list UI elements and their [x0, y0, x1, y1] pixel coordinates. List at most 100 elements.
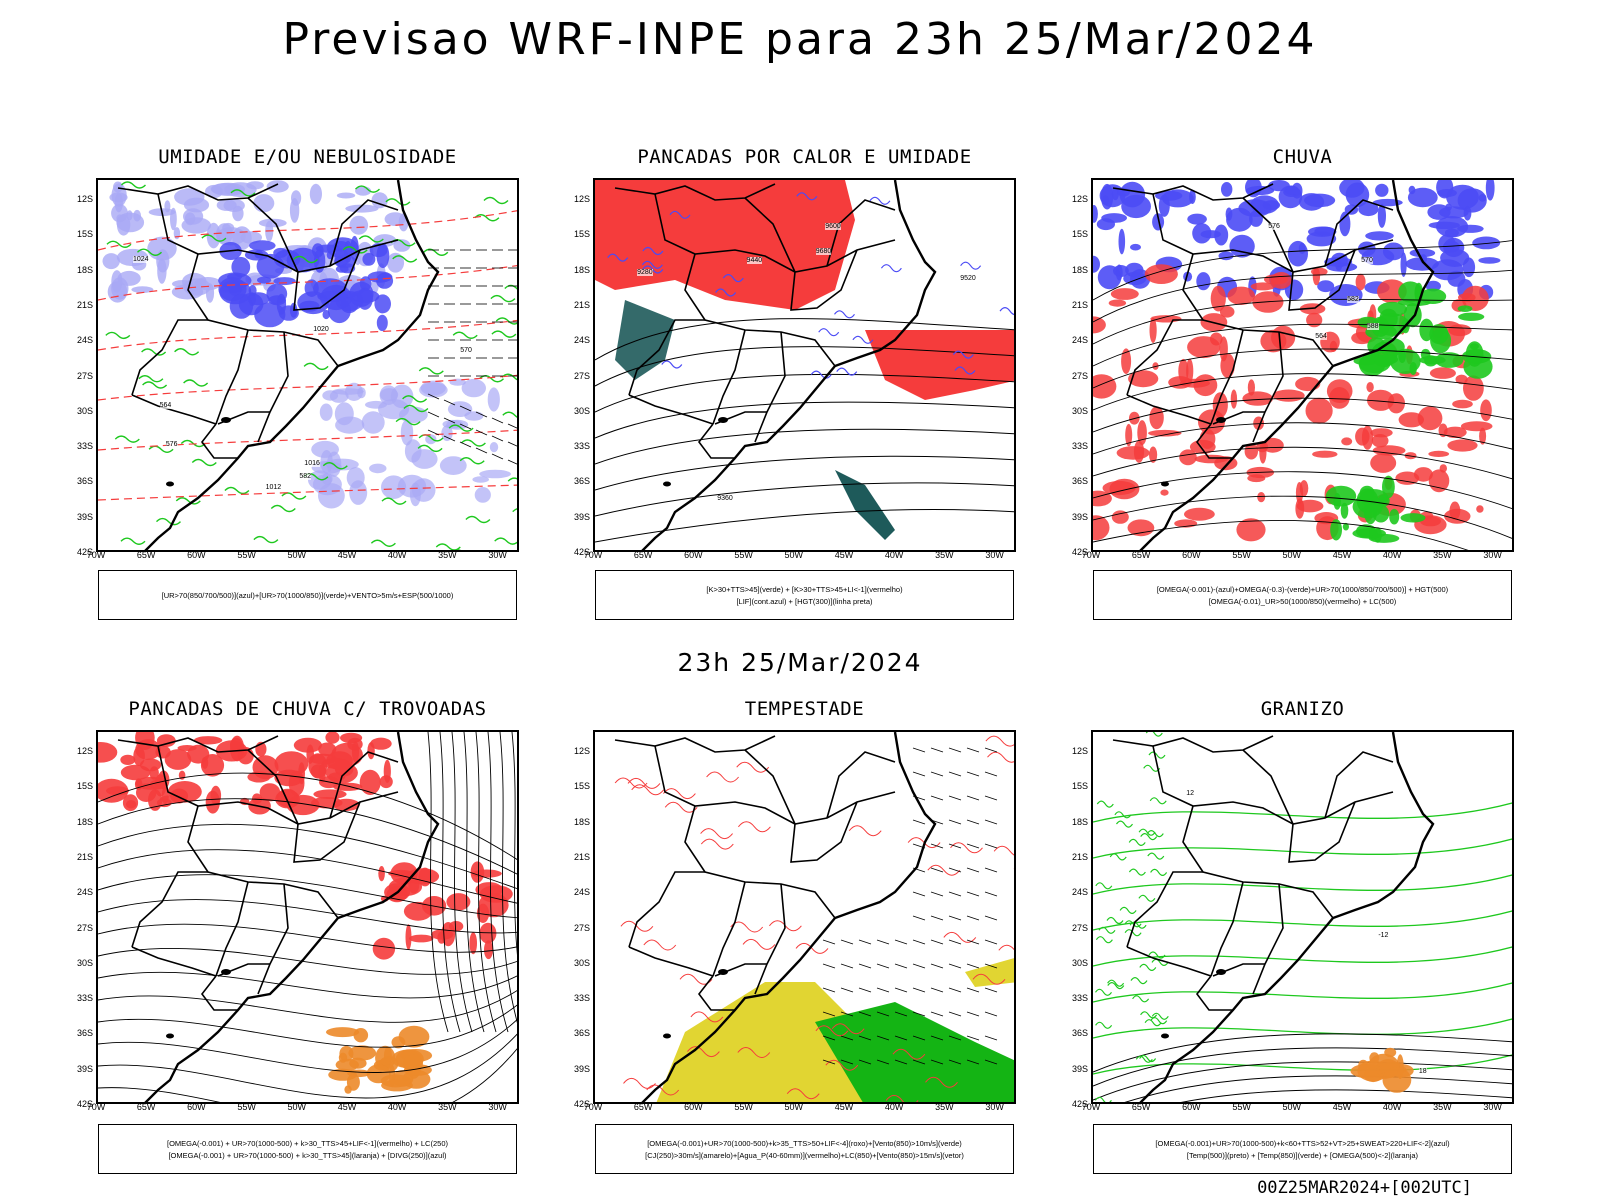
legend-line: [K>30+TTS>45](verde) + [K>30+TTS>45+LI<-… [706, 584, 903, 594]
legend-line: [Temp(500)](preto) + [Temp(850)](verde) … [1186, 1150, 1419, 1160]
contour-label: 576 [1268, 223, 1280, 231]
latitude-label: 12S [76, 194, 93, 204]
latitude-label: 36S [1071, 1028, 1088, 1039]
map-panel: PANCADAS DE CHUVA C/ TROVOADAS [96, 698, 519, 728]
latitude-label: 27S [573, 370, 590, 381]
latitude-label: 24S [1071, 335, 1088, 346]
contour-label: 570 [1361, 257, 1373, 265]
latitude-label: 24S [573, 335, 590, 346]
map-legend: [K>30+TTS>45](verde) + [K>30+TTS>45+LI<-… [595, 570, 1014, 620]
latitude-label: 15S [1071, 229, 1088, 240]
latitude-label: 15S [573, 229, 590, 240]
latitude-label: 15S [76, 781, 93, 792]
latitude-label: 18S [76, 816, 93, 827]
latitude-label: 21S [76, 299, 93, 310]
longitude-label: 50W [287, 550, 307, 560]
contour-label: 1024 [132, 255, 149, 263]
longitude-label: 30W [488, 1102, 507, 1112]
latitude-label: 42S [573, 547, 590, 557]
longitude-label: 65W [1131, 1102, 1151, 1112]
longitude-label: 45W [834, 1102, 854, 1112]
latitude-label: 42S [76, 1099, 93, 1109]
weather-map [96, 178, 519, 552]
latitude-label: 39S [1071, 1063, 1088, 1074]
longitude-label: 40W [387, 550, 407, 560]
legend-line: [LIF](cont.azul) + [HGT(300)](linha pret… [736, 596, 873, 606]
latitude-label: 15S [76, 229, 93, 240]
longitude-label: 35W [935, 1102, 954, 1112]
longitude-label: 30W [1483, 550, 1502, 560]
latitude-label: 30S [573, 957, 590, 968]
map-panel: TEMPESTADE [593, 698, 1016, 728]
latitude-label: 36S [1071, 476, 1088, 487]
legend-line: [UR>70(850/700/500)](azul)+[UR>70(1000/8… [161, 590, 454, 600]
latitude-label: 39S [76, 1063, 93, 1074]
longitude-label: 35W [438, 1102, 457, 1112]
longitude-label: 35W [1433, 550, 1452, 560]
longitude-label: 50W [287, 1102, 307, 1112]
latitude-label: 36S [573, 1028, 590, 1039]
longitude-label: 45W [337, 550, 357, 560]
latitude-label: 27S [1071, 370, 1088, 381]
contour-label: 9440 [746, 256, 763, 264]
longitude-label: 60W [684, 550, 703, 560]
map-panel: CHUVA [1091, 146, 1514, 176]
contour-label: 582 [1347, 296, 1359, 304]
contour-label: 18 [1418, 1067, 1427, 1075]
weather-map [1091, 178, 1514, 552]
latitude-label: 33S [76, 993, 93, 1004]
longitude-label: 40W [1382, 1102, 1402, 1112]
longitude-label: 65W [1131, 550, 1151, 560]
latitude-label: 21S [1071, 299, 1088, 310]
latitude-label: 39S [1071, 511, 1088, 522]
latitude-label: 42S [76, 547, 93, 557]
longitude-label: 45W [337, 1102, 357, 1112]
latitude-label: 27S [1071, 922, 1088, 933]
longitude-label: 40W [884, 550, 904, 560]
contour-label: 564 [159, 402, 172, 410]
map-legend: [OMEGA(-0.001) + UR>70(1000-500) + k>30_… [98, 1124, 517, 1174]
weather-map [1091, 730, 1514, 1104]
valid-time-subtitle: 23h 25/Mar/2024 [677, 648, 923, 677]
longitude-label: 30W [1483, 1102, 1502, 1112]
latitude-label: 39S [573, 1063, 590, 1074]
contour-label: 12 [1186, 789, 1195, 797]
longitude-label: 55W [734, 550, 753, 560]
latitude-label: 18S [76, 264, 93, 275]
contour-label: 576 [165, 440, 178, 448]
contour-label: 9680 [815, 248, 832, 256]
map-panel: GRANIZO [1091, 698, 1514, 728]
longitude-label: 45W [834, 550, 854, 560]
longitude-label: 60W [1182, 550, 1201, 560]
contour-label: 588 [1366, 323, 1379, 331]
latitude-label: 30S [1071, 405, 1088, 416]
contour-label: 1016 [304, 460, 320, 468]
latitude-label: 30S [76, 405, 93, 416]
map-legend: [OMEGA(-0.001)-(azul)+OMEGA(-0.3)-(verde… [1093, 570, 1512, 620]
longitude-label: 70W [583, 550, 603, 560]
weather-map [593, 730, 1016, 1104]
latitude-label: 30S [573, 405, 590, 416]
longitude-label: 65W [136, 550, 156, 560]
longitude-label: 35W [935, 550, 954, 560]
longitude-label: 40W [1382, 550, 1402, 560]
latitude-label: 42S [573, 1099, 590, 1109]
latitude-label: 21S [573, 299, 590, 310]
latitude-label: 24S [573, 887, 590, 898]
panel-title: PANCADAS POR CALOR E UMIDADE [637, 146, 972, 168]
contour-label: 564 [1315, 332, 1327, 340]
contour-label: 9520 [960, 274, 976, 282]
map-panel: UMIDADE E/OU NEBULOSIDADE [96, 146, 519, 176]
latitude-label: 12S [1071, 746, 1088, 756]
latitude-label: 27S [573, 922, 590, 933]
longitude-label: 70W [1081, 1102, 1101, 1112]
latitude-label: 12S [76, 746, 93, 756]
legend-line: [OMEGA(-0.001) + UR>70(1000-500) + k>30_… [167, 1138, 448, 1148]
longitude-label: 70W [86, 1102, 106, 1112]
longitude-label: 65W [633, 550, 653, 560]
panel-title: UMIDADE E/OU NEBULOSIDADE [158, 146, 457, 168]
run-timestamp: 00Z25MAR2024+[002UTC] [1257, 1178, 1472, 1198]
latitude-label: 27S [76, 922, 93, 933]
longitude-label: 70W [1081, 550, 1101, 560]
legend-line: [OMEGA(-0.001) + UR>70(1000-500) + k>30_… [168, 1150, 447, 1160]
